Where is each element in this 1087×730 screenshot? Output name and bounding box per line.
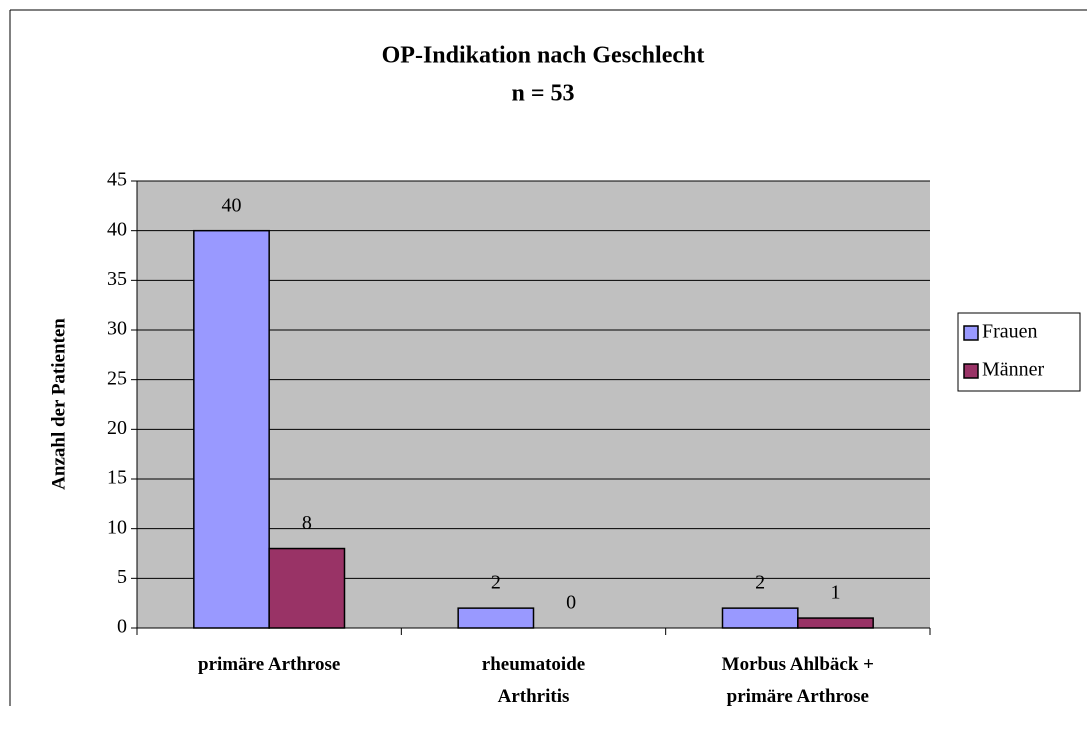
y-tick-label: 10 [107,516,127,538]
legend-label: Frauen [982,321,1038,343]
y-tick-label: 5 [117,566,127,588]
value-label: 2 [491,572,501,594]
value-label: 2 [755,572,765,594]
y-tick-label: 35 [107,268,127,290]
y-tick-label: 0 [117,616,127,638]
value-label: 1 [831,582,841,604]
y-tick-label: 15 [107,467,127,489]
value-label: 0 [566,592,576,614]
bar [268,547,346,629]
legend-swatch [963,325,979,341]
y-tick-label: 20 [107,417,127,439]
y-axis-label: Anzahl der Patienten [48,318,69,490]
chart-title: OP-Indikation nach Geschlecht [382,43,705,69]
y-tick-label: 30 [107,318,127,340]
x-tick-label: primäre Arthrose [198,654,340,675]
bar [721,607,799,629]
value-label: 40 [221,194,241,216]
chart-subtitle: n = 53 [511,81,574,107]
x-tick-label: rheumatoide Arthritis [482,654,585,707]
bar [457,607,535,629]
y-tick-label: 45 [107,169,127,191]
x-tick-label: Morbus Ahlbäck + primäre Arthrose [722,654,874,707]
y-tick-label: 25 [107,367,127,389]
value-label: 8 [302,512,312,534]
legend-label: Männer [982,359,1045,381]
y-tick-label: 40 [107,218,127,240]
bar [797,617,874,629]
bar [193,229,270,629]
legend-swatch [963,363,979,379]
